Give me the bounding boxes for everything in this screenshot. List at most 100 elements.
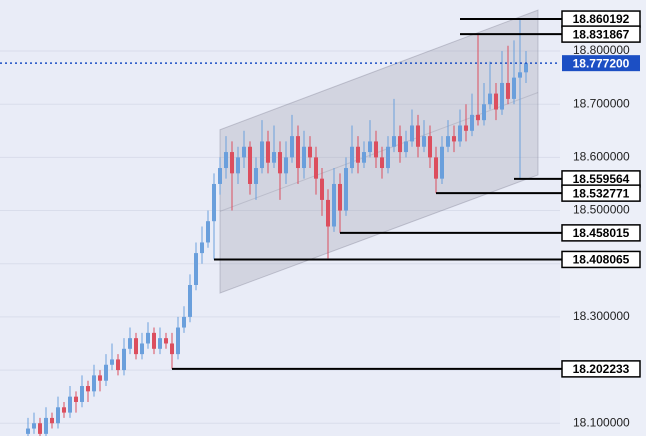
candle-body [92,375,96,392]
candle-body [332,183,336,227]
candle-body [410,125,414,142]
level-label: 18.860192 [573,12,630,26]
candle-body [254,168,258,184]
candle-body [380,157,384,169]
candle-body [134,338,138,355]
candle-body [404,141,408,153]
candle-body [266,141,270,163]
candle-body [248,146,252,184]
last-price-box [562,55,640,72]
candle-body [278,152,282,174]
candle-body [428,136,432,158]
candle-body [104,364,108,381]
candle-body [146,332,150,344]
candle-body [110,359,114,365]
candle-body [320,178,324,200]
y-tick-label: 18.500000 [573,203,630,217]
candle-body [272,152,276,163]
candle-body [452,136,456,142]
candle-body [326,199,330,227]
last-price-label: 18.777200 [573,56,630,70]
candle-body [398,136,402,153]
candle-body [242,146,246,158]
candle-body [164,338,168,344]
candle-body [506,82,510,99]
level-box [561,184,641,202]
candle-body [26,428,30,434]
candle-body [290,136,294,158]
candle-body [170,343,174,355]
candle-body [260,141,264,169]
candle-body [476,114,480,121]
y-tick-label: 18.300000 [573,309,630,323]
candle-body [518,72,522,78]
level-label: 18.408065 [573,253,630,267]
level-box [561,360,641,378]
candle-body [230,152,234,174]
candle-body [482,104,486,121]
candle-body [74,396,78,402]
level-box [561,224,641,242]
candle-body [38,423,42,434]
candle-body [212,183,216,222]
candle-body [464,125,468,131]
candle-body [434,157,438,179]
candle-body [284,157,288,174]
candle-body [512,77,516,99]
candle-body [68,396,72,413]
candle-body [338,183,342,211]
candle-body [224,152,228,169]
candle-body [176,327,180,355]
candle-body [122,348,126,371]
candle-body [374,141,378,158]
candle-body [98,375,102,381]
level-box [561,25,641,43]
level-label: 18.458015 [573,226,630,240]
candle-body [314,157,318,179]
candle-body [200,242,204,254]
level-label: 18.532771 [573,186,630,200]
candle-body [356,146,360,163]
candle-body [86,386,90,392]
candle-body [524,63,528,73]
candle-body [236,157,240,174]
channel [219,9,539,294]
candle-body [422,136,426,147]
y-tick-label: 18.700000 [573,96,630,110]
candle-body [308,146,312,158]
candle-body [392,136,396,147]
candle-body [296,136,300,169]
level-label: 18.831867 [573,27,630,41]
y-tick-label: 18.600000 [573,150,630,164]
candle-body [416,125,420,147]
candle-body [188,284,192,317]
candle-body [158,338,162,349]
candle-body [302,146,306,169]
candle-body [458,125,462,142]
candle-body [80,386,84,402]
candle-body [50,417,54,424]
candle-body [368,141,372,153]
candle-body [362,152,366,163]
candle-body [32,423,36,429]
level-label: 18.202233 [573,362,630,376]
level-label: 18.559564 [573,172,630,186]
candle-body [350,146,354,169]
candle-body [500,82,504,110]
y-tick-label: 18.800000 [573,43,630,57]
candle-body [128,338,132,349]
candle-body [116,359,120,371]
candle-body [62,407,66,413]
candle-body [470,114,474,131]
y-tick-label: 18.100000 [573,415,630,429]
candle-body [218,168,222,184]
candle-body [446,136,450,147]
candle-body [140,343,144,355]
candle-body [488,93,492,105]
candle-body [440,146,444,179]
candle-body [206,221,210,243]
candle-body [194,253,198,285]
